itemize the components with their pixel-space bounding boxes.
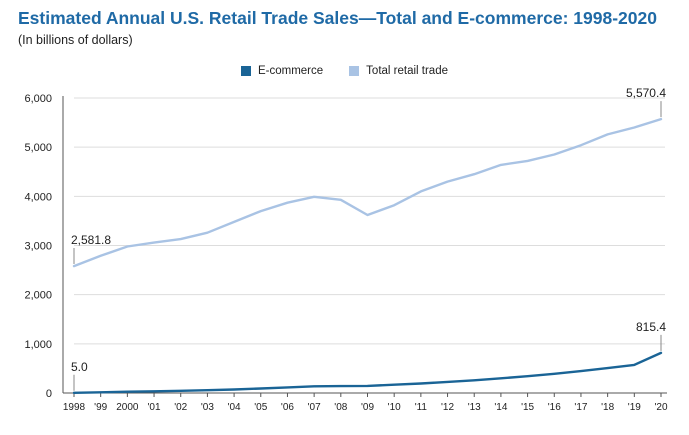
chart-subtitle: (In billions of dollars) — [18, 33, 133, 47]
x-tick-label: '01 — [148, 402, 161, 413]
x-tick-label: '17 — [574, 402, 587, 413]
series-line-total — [72, 117, 663, 268]
legend-item-ecommerce: E-commerce — [240, 65, 324, 77]
x-tick-label: '06 — [281, 402, 294, 413]
data-label: 815.4 — [636, 320, 666, 334]
legend-label-total: Total retail trade — [366, 65, 448, 77]
x-tick-label: '12 — [441, 402, 454, 413]
legend-label-ecommerce: E-commerce — [257, 65, 324, 77]
x-tick-label: '11 — [415, 402, 428, 413]
x-tick-label: '02 — [174, 402, 187, 413]
x-tick-label: '99 — [94, 402, 107, 413]
x-tick-label: '03 — [201, 402, 214, 413]
y-tick-label: 2,000 — [24, 290, 52, 302]
x-tick-label: '20 — [654, 402, 667, 413]
x-tick-label: 1998 — [63, 402, 86, 413]
y-tick-label: 5,000 — [24, 142, 52, 154]
y-tick-label: 4,000 — [24, 191, 52, 203]
x-tick-label: '04 — [228, 402, 241, 413]
x-tick-label: '15 — [521, 402, 534, 413]
series-line-ecommerce — [72, 351, 663, 394]
y-tick-label: 1,000 — [24, 339, 52, 351]
data-label: 5,570.4 — [626, 86, 666, 100]
x-tick-label: 2000 — [116, 402, 139, 413]
data-label: 5.0 — [71, 360, 88, 374]
chart-title: Estimated Annual U.S. Retail Trade Sales… — [18, 8, 657, 28]
x-tick-label: '13 — [468, 402, 481, 413]
legend-item-total: Total retail trade — [349, 65, 448, 77]
x-tick-label: '19 — [628, 402, 641, 413]
y-tick-label: 0 — [46, 388, 52, 400]
x-tick-label: '16 — [548, 402, 561, 413]
x-tick-label: '10 — [388, 402, 401, 413]
x-tick-label: '09 — [361, 402, 374, 413]
x-tick-label: '08 — [334, 402, 347, 413]
x-tick-label: '18 — [601, 402, 614, 413]
x-tick-label: '07 — [308, 402, 321, 413]
x-tick-label: '05 — [254, 402, 267, 413]
legend-swatch-total — [349, 66, 360, 76]
data-label: 2,581.8 — [71, 233, 111, 247]
y-tick-label: 3,000 — [24, 241, 52, 253]
legend-swatch-ecommerce — [240, 66, 251, 76]
legend: E-commerce Total retail trade — [0, 65, 689, 77]
y-tick-label: 6,000 — [24, 93, 52, 105]
x-tick-label: '14 — [494, 402, 507, 413]
